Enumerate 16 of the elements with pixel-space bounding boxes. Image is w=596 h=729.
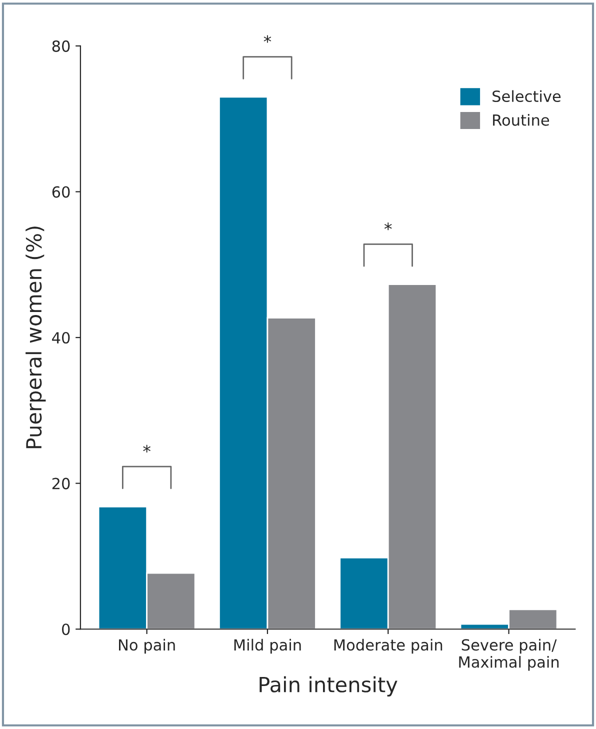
y-tick-label: 80 xyxy=(52,40,70,52)
x-tick-label: Mild pain xyxy=(234,638,301,654)
x-axis-title: Pain intensity xyxy=(260,676,398,696)
x-tick-label: Moderate pain xyxy=(334,638,442,654)
annotation: * xyxy=(384,222,392,230)
legend-label: Selective xyxy=(492,90,561,102)
annotation: * xyxy=(143,444,150,452)
y-axis-title: Puerperal women (%) xyxy=(26,226,46,448)
y-tick-label: 20 xyxy=(52,478,70,490)
x-tick-label: No pain xyxy=(119,638,175,654)
x-tick-label: Severe pain/ Maximal pain xyxy=(459,638,559,671)
legend-label: Routine xyxy=(493,114,550,126)
y-tick-label: 40 xyxy=(52,332,70,344)
y-tick-label: 60 xyxy=(52,186,70,198)
text: * xyxy=(264,35,272,43)
y-tick-label: 0 xyxy=(62,624,70,636)
